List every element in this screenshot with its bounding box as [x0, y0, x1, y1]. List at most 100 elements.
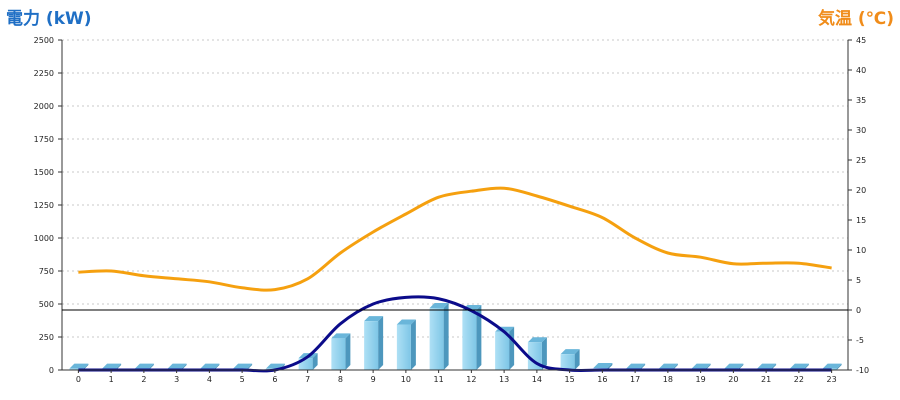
- x-tick-label: 23: [827, 375, 837, 384]
- bar-side: [345, 333, 351, 370]
- bar: [560, 349, 580, 370]
- bar: [462, 304, 482, 370]
- left-tick-label: 500: [39, 300, 54, 309]
- bar-top: [134, 363, 154, 369]
- left-tick-label: 2000: [34, 102, 54, 111]
- bar-top: [167, 363, 187, 369]
- bar-front: [396, 324, 411, 370]
- bar-side: [541, 337, 547, 370]
- bar-front: [69, 368, 84, 370]
- x-tick-label: 6: [272, 375, 277, 384]
- bar-front: [331, 338, 346, 370]
- line-series: [78, 186, 832, 373]
- left-tick-label: 0: [49, 366, 54, 375]
- bar-top: [233, 363, 253, 369]
- right-tick-label: 25: [856, 156, 866, 165]
- bar-top: [822, 363, 842, 369]
- right-tick-label: 15: [856, 216, 866, 225]
- x-tick-label: 10: [401, 375, 411, 384]
- bar-front: [560, 354, 575, 370]
- bar-top: [757, 363, 777, 369]
- bar-series: [69, 302, 842, 370]
- bar-top: [527, 337, 547, 343]
- x-tick-label: 2: [141, 375, 146, 384]
- right-tick-label: 40: [856, 66, 866, 75]
- bar-side: [836, 363, 842, 370]
- bar-side: [410, 319, 416, 370]
- bar-side: [509, 326, 515, 370]
- right-tick-label: 45: [856, 36, 866, 45]
- left-tick-label: 1500: [34, 168, 54, 177]
- right-tick-label: 5: [856, 276, 861, 285]
- bar-top: [691, 363, 711, 369]
- bar-front: [429, 307, 444, 370]
- bar-side: [640, 363, 646, 370]
- bar-side: [476, 304, 482, 370]
- left-tick-label: 2250: [34, 69, 54, 78]
- x-tick-label: 22: [794, 375, 804, 384]
- left-tick-label: 250: [39, 333, 54, 342]
- bar: [364, 316, 384, 370]
- bar-front: [495, 331, 510, 370]
- grid-lines: [62, 39, 848, 338]
- bar: [429, 302, 449, 370]
- bar-top: [364, 316, 384, 322]
- left-tick-label: 1000: [34, 234, 54, 243]
- bar-front: [364, 321, 379, 370]
- x-tick-label: 11: [434, 375, 444, 384]
- bar-side: [378, 316, 384, 370]
- bar-top: [331, 333, 351, 339]
- bar: [396, 319, 416, 370]
- bar-side: [116, 363, 122, 370]
- bar-side: [574, 349, 580, 370]
- left-tick-label: 1750: [34, 135, 54, 144]
- left-tick-label: 750: [39, 267, 54, 276]
- bar-side: [214, 363, 220, 370]
- x-tick-label: 4: [207, 375, 212, 384]
- left-axis-title: 電力 (kW): [6, 9, 92, 29]
- bar-top: [724, 363, 744, 369]
- bar-top: [626, 363, 646, 369]
- bar-side: [672, 363, 678, 370]
- bar-side: [83, 363, 89, 370]
- bar-side: [148, 363, 154, 370]
- right-tick-label: 0: [856, 306, 861, 315]
- bar-top: [560, 349, 580, 355]
- x-tick-label: 14: [532, 375, 542, 384]
- bar-side: [247, 363, 253, 370]
- x-tick-label: 0: [76, 375, 81, 384]
- x-tick-label: 17: [630, 375, 640, 384]
- bar-side: [771, 363, 777, 370]
- bar-side: [607, 363, 613, 370]
- bar-side: [443, 302, 449, 370]
- right-tick-label: 30: [856, 126, 866, 135]
- right-tick-label: 10: [856, 246, 866, 255]
- x-tick-label: 13: [499, 375, 509, 384]
- left-tick-label: 1250: [34, 201, 54, 210]
- x-tick-label: 12: [466, 375, 476, 384]
- bar-top: [593, 363, 613, 369]
- x-tick-label: 21: [761, 375, 771, 384]
- temperature-line: [78, 186, 832, 292]
- power-curve-line: [78, 295, 832, 373]
- x-tick-label: 5: [240, 375, 245, 384]
- x-tick-label: 3: [174, 375, 179, 384]
- bar-top: [69, 363, 89, 369]
- bar: [69, 363, 89, 370]
- bar-front: [298, 358, 313, 370]
- bar-top: [102, 363, 122, 369]
- right-tick-label: -5: [856, 336, 864, 345]
- x-tick-label: 20: [728, 375, 738, 384]
- left-tick-label: 2500: [34, 36, 54, 45]
- bar-top: [658, 363, 678, 369]
- x-tick-label: 19: [696, 375, 706, 384]
- right-tick-label: 35: [856, 96, 866, 105]
- x-tick-label: 18: [663, 375, 673, 384]
- x-tick-label: 15: [565, 375, 575, 384]
- right-axis-title: 気温 (℃): [817, 9, 894, 29]
- bar-top: [429, 302, 449, 308]
- axes: 02505007501000125015001750200022502500-1…: [34, 36, 869, 384]
- right-tick-label: 20: [856, 186, 866, 195]
- x-tick-label: 7: [305, 375, 310, 384]
